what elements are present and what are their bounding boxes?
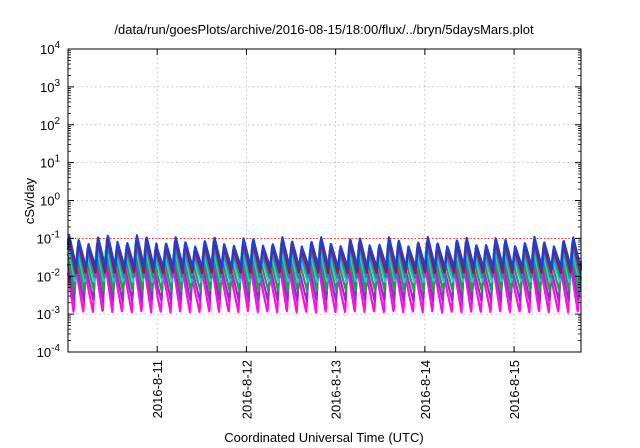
y-tick-exponent: 0: [54, 192, 60, 203]
series-line-blue: [66, 233, 583, 270]
x-tick-label: 2016-8-11: [150, 360, 165, 418]
series-group: [66, 233, 583, 314]
y-tick-label: 103: [40, 78, 60, 95]
x-tick-label: 2016-8-13: [329, 360, 344, 419]
y-tick-label: 101: [40, 154, 60, 171]
y-tick-label: 10-3: [37, 305, 61, 322]
y-tick-label: 10-2: [37, 267, 61, 284]
chart-title: /data/run/goesPlots/archive/2016-08-15/1…: [114, 22, 534, 37]
y-tick-exponent: 2: [54, 116, 60, 127]
y-tick-label: 100: [40, 192, 60, 209]
y-axis-label: cSv/day: [22, 177, 37, 224]
x-axis: 2016-8-11 2016-8-12 2016-8-13 2016-8-14 2016…: [150, 49, 522, 419]
y-tick-label: 102: [40, 116, 60, 133]
y-tick-exponent: -1: [51, 229, 60, 240]
x-axis-label: Coordinated Universal Time (UTC): [224, 430, 423, 445]
y-tick-exponent: 1: [54, 154, 60, 165]
y-tick-exponent: 3: [54, 78, 60, 89]
x-tick-label: 2016-8-15: [507, 360, 522, 419]
y-tick-label: 10-4: [37, 343, 61, 360]
y-tick-label: 104: [40, 40, 60, 57]
y-tick-exponent: 4: [54, 40, 60, 51]
x-tick-label: 2016-8-14: [418, 360, 433, 419]
y-tick-exponent: -4: [51, 343, 60, 354]
y-tick-label: 10-1: [37, 229, 61, 246]
y-tick-exponent: -2: [51, 267, 60, 278]
y-tick-exponent: -3: [51, 305, 60, 316]
x-tick-label: 2016-8-12: [239, 360, 254, 419]
